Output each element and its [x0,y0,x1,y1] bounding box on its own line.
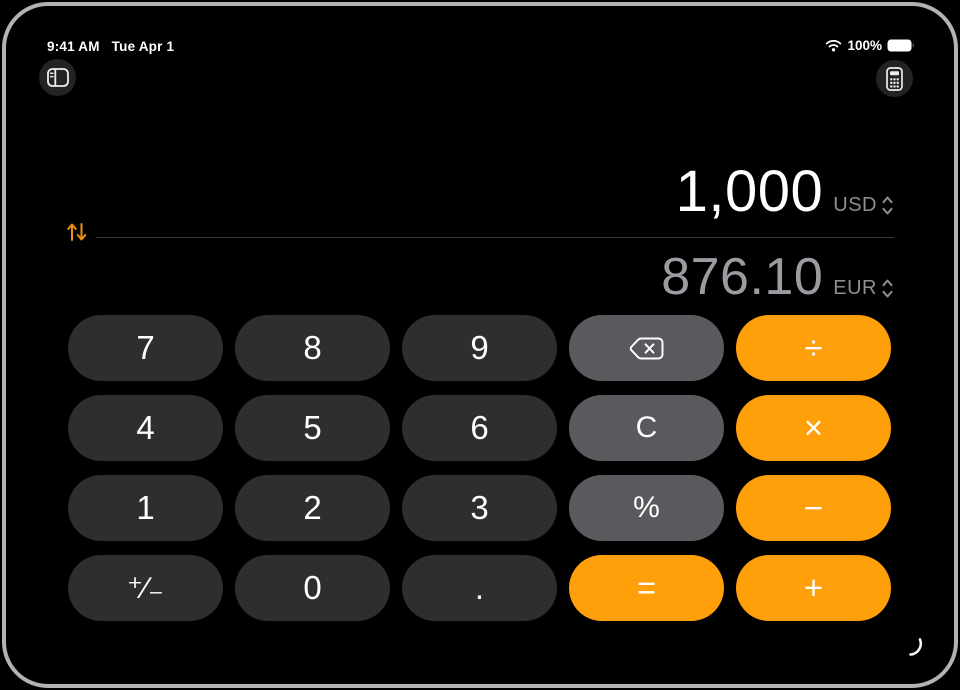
key-add[interactable]: + [736,555,891,621]
key-label: 8 [303,329,322,366]
status-date: Tue Apr 1 [111,39,175,54]
battery-icon [887,39,915,52]
wifi-icon [826,39,842,52]
key-label: % [633,491,660,524]
key-label: × [803,409,824,446]
battery-percent: 100% [847,38,882,53]
status-bar-left: 9:41 AM Tue Apr 1 [47,39,174,54]
key-label: . [474,569,485,606]
key-label: 0 [303,569,322,606]
primary-amount-row: 1,000 USD [676,163,894,221]
key-divide[interactable]: ÷ [736,315,891,381]
key-label: 7 [136,329,155,366]
key-6[interactable]: 6 [402,395,557,461]
sidebar-icon [46,68,69,87]
primary-amount: 1,000 [675,159,824,224]
key-label: 6 [470,409,489,446]
key-label: C [635,411,658,444]
key-label: 9 [470,329,489,366]
key-decimal[interactable]: . [402,555,557,621]
key-label: ⁺∕₋ [127,571,164,605]
key-label: + [803,569,824,606]
swap-arrows-icon [67,223,87,241]
key-percent[interactable]: % [569,475,724,541]
swap-currencies-button[interactable] [64,220,90,246]
key-2[interactable]: 2 [235,475,390,541]
key-label: ÷ [804,329,823,366]
key-label: 4 [136,409,155,446]
key-label: = [636,569,657,606]
key-subtract[interactable]: − [736,475,891,541]
key-5[interactable]: 5 [235,395,390,461]
calculator-icon [886,66,903,91]
key-multiply[interactable]: × [736,395,891,461]
secondary-amount: 876.10 [661,248,824,306]
calculator-mode-button[interactable] [876,60,913,97]
divider-line [96,237,894,238]
key-label: 1 [136,489,155,526]
status-bar-right: 100% [825,38,915,53]
key-clear[interactable]: C [569,395,724,461]
keypad: 7 8 9 ÷ 4 5 6 C × 1 2 3% − ⁺∕₋ 0. = + [68,315,891,621]
backspace-icon [629,337,664,359]
key-0[interactable]: 0 [235,555,390,621]
secondary-currency-selector[interactable]: EUR [833,277,894,300]
sidebar-toggle-button[interactable] [39,59,76,96]
key-plusminus[interactable]: ⁺∕₋ [68,555,223,621]
key-equals[interactable]: = [569,555,724,621]
chevron-up-down-icon [882,196,893,215]
chevron-up-down-icon [882,279,893,298]
key-9[interactable]: 9 [402,315,557,381]
key-backspace[interactable] [569,315,724,381]
status-time: 9:41 AM [47,39,100,54]
key-1[interactable]: 1 [68,475,223,541]
key-3[interactable]: 3 [402,475,557,541]
key-label: − [803,489,824,526]
primary-currency-selector[interactable]: USD [833,194,894,217]
key-7[interactable]: 7 [68,315,223,381]
primary-currency-code: USD [833,194,877,216]
key-label: 3 [470,489,489,526]
key-8[interactable]: 8 [235,315,390,381]
key-label: 5 [303,409,322,446]
corner-arc-glyph [909,638,923,656]
key-label: 2 [303,489,322,526]
key-4[interactable]: 4 [68,395,223,461]
secondary-amount-row: 876.10 EUR [661,251,894,303]
secondary-currency-code: EUR [833,277,877,299]
